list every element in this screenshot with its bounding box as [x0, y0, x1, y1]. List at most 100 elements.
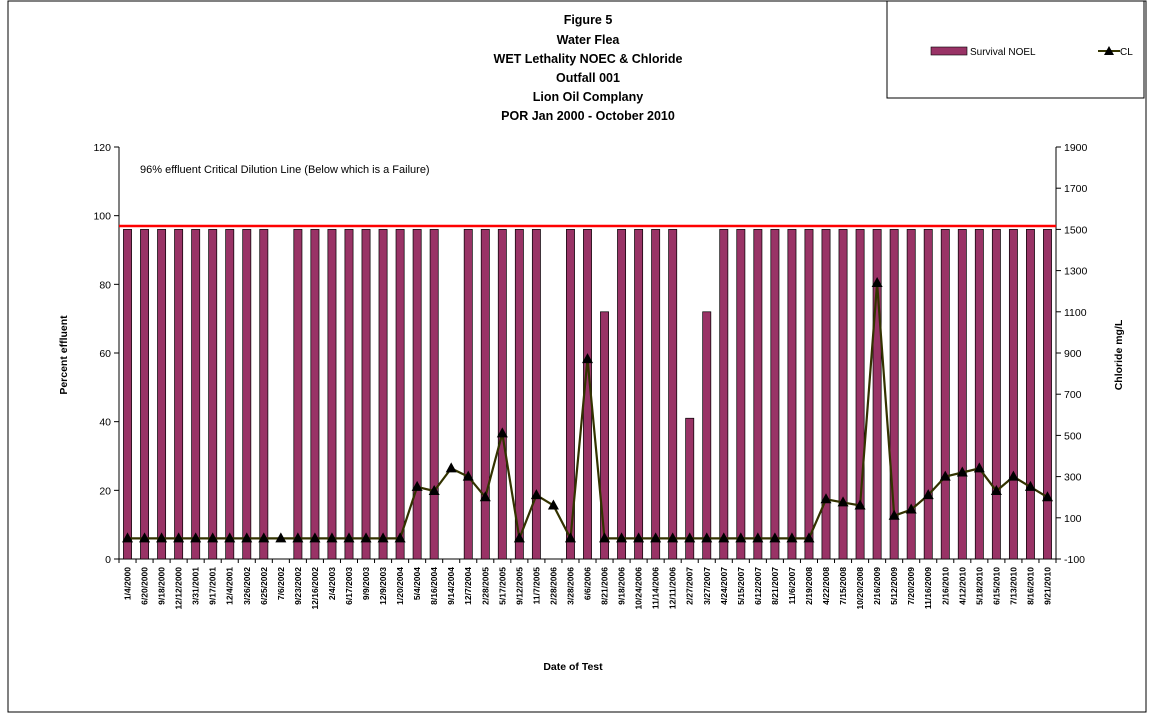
chloride-marker — [343, 532, 355, 543]
chloride-marker — [939, 470, 951, 481]
x-tick-label: 4/22/2008 — [821, 567, 831, 605]
x-tick-label: 3/28/2006 — [566, 567, 576, 605]
x-tick-label: 11/6/2007 — [787, 567, 797, 605]
x-tick-label: 3/26/2002 — [242, 567, 252, 605]
chloride-marker — [1024, 480, 1036, 491]
y2-tick-label: -100 — [1064, 554, 1085, 566]
bar-survival-noel — [940, 229, 950, 560]
chloride-marker — [428, 485, 440, 496]
chloride-marker — [122, 532, 134, 543]
bar-survival-noel — [395, 229, 405, 560]
y2-tick-label: 300 — [1064, 472, 1082, 484]
chloride-marker — [990, 485, 1002, 496]
bar-survival-noel — [923, 229, 933, 560]
bar-survival-noel — [1026, 229, 1035, 560]
bar-survival-noel — [872, 229, 882, 560]
chloride-marker — [309, 532, 321, 543]
x-tick-labels: 1/4/2000 6/20/2000 9/18/2000 12/12/2000 3/31… — [123, 567, 1053, 610]
bar-survival-noel — [463, 229, 473, 560]
x-tick-label: 6/15/2010 — [991, 567, 1001, 605]
chloride-marker — [820, 493, 832, 504]
chloride-marker — [258, 532, 270, 543]
bar-survival-noel — [361, 229, 371, 560]
x-tick-label: 1/20/2004 — [395, 567, 405, 605]
x-tick-label: 5/4/2004 — [412, 567, 422, 600]
bar-survival-noel — [1043, 229, 1052, 560]
chloride-marker — [582, 353, 593, 364]
bar-survival-noel — [344, 229, 354, 560]
x-tick-label: 10/20/2008 — [855, 567, 865, 610]
chloride-marker — [684, 532, 696, 543]
bar-survival-noel — [855, 229, 865, 560]
y2-axis-label: Chloride mg/L — [1113, 319, 1125, 390]
x-tick-label: 7/13/2010 — [1008, 567, 1018, 605]
chloride-marker — [973, 462, 985, 473]
title-line-1: Figure 5 — [564, 13, 613, 27]
chloride-marker — [479, 491, 491, 502]
chloride-marker — [905, 503, 917, 514]
bar-survival-noel — [617, 229, 627, 560]
chloride-marker — [139, 532, 151, 543]
chloride-marker — [513, 532, 525, 543]
y-tick-label: 100 — [93, 211, 111, 223]
y2-tick-label: 1700 — [1064, 183, 1088, 195]
chloride-marker — [224, 532, 236, 543]
bar-survival-noel — [957, 229, 967, 560]
bar-survival-noel — [259, 229, 269, 560]
chloride-marker — [871, 276, 883, 287]
chloride-marker — [599, 532, 611, 543]
x-tick-label: 7/20/2009 — [906, 567, 916, 605]
x-tick-label: 12/4/2001 — [225, 567, 235, 605]
chloride-marker — [633, 532, 645, 543]
bar-survival-noel — [157, 229, 167, 560]
x-tick-label: 4/12/2010 — [957, 567, 967, 605]
x-tick-label: 10/24/2006 — [634, 567, 644, 610]
chloride-marker — [667, 532, 679, 543]
x-tick-label: 2/27/2007 — [685, 567, 695, 605]
chloride-marker — [394, 532, 406, 543]
x-tick-label: 2/16/2010 — [940, 567, 950, 605]
x-tick-label: 4/24/2007 — [719, 567, 729, 605]
chloride-marker — [190, 532, 202, 543]
y-tick-label: 60 — [99, 348, 111, 360]
x-tick-label: 6/25/2002 — [259, 567, 269, 605]
y-tick-label: 40 — [99, 417, 111, 429]
x-tick-label: 3/27/2007 — [702, 567, 712, 605]
chloride-marker — [462, 470, 474, 481]
bar-survival-noel — [566, 229, 575, 560]
bar-survival-noel — [208, 229, 218, 560]
bar-survival-noel — [753, 229, 763, 560]
x-tick-label: 2/28/2005 — [480, 567, 490, 605]
x-tick-label: 5/12/2009 — [889, 567, 899, 605]
x-tick-label: 2/16/2009 — [872, 567, 882, 605]
chloride-marker — [650, 532, 662, 543]
x-tick-label: 2/4/2003 — [327, 567, 337, 600]
x-tick-label: 7/6/2002 — [276, 567, 286, 600]
chloride-marker — [1007, 470, 1019, 481]
chloride-marker — [411, 480, 423, 491]
chloride-marker — [360, 532, 372, 543]
y2-tick-label: 700 — [1064, 389, 1082, 401]
x-tick-label: 6/17/2003 — [344, 567, 354, 605]
chloride-marker — [326, 532, 338, 543]
legend-label-survival: Survival NOEL — [970, 47, 1036, 58]
x-tick-label: 5/15/2007 — [736, 567, 746, 605]
x-tick-label: 12/16/2002 — [310, 567, 320, 610]
x-tick-label: 9/9/2003 — [361, 567, 371, 600]
title-line-2: Water Flea — [557, 33, 621, 47]
x-tick-label: 6/12/2007 — [753, 567, 763, 605]
bar-survival-noel — [174, 229, 184, 560]
bar-survival-noel — [787, 229, 797, 560]
bar-survival-noel — [804, 229, 814, 560]
bar-survival-noel — [191, 229, 201, 560]
y2-tick-label: 500 — [1064, 430, 1082, 442]
chloride-marker — [735, 532, 747, 543]
y2-tick-label: 900 — [1064, 348, 1082, 360]
y-tick-label: 80 — [99, 279, 111, 291]
chloride-line-layer — [122, 276, 1053, 543]
x-tick-label: 8/16/2004 — [429, 567, 439, 605]
x-tick-label: 11/16/2009 — [923, 567, 933, 609]
bar-survival-noel — [123, 229, 132, 560]
